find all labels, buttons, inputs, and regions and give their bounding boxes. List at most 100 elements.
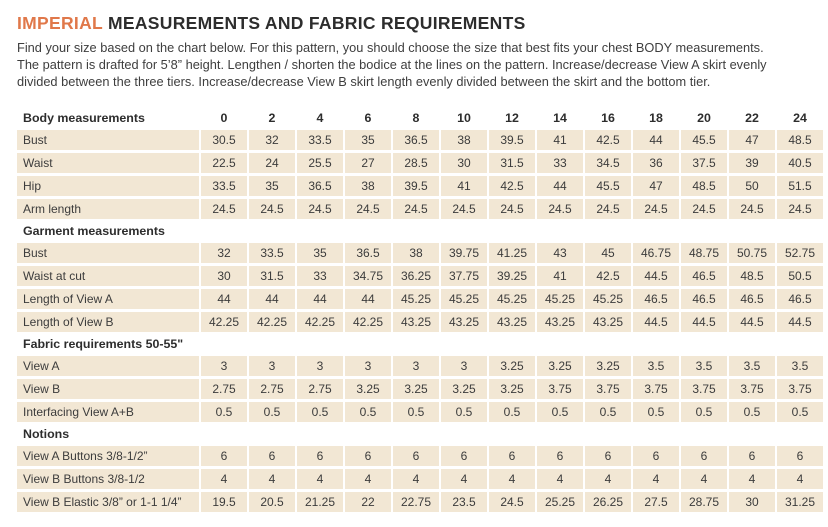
value-cell: 24.5: [441, 199, 487, 219]
value-cell: 6: [585, 446, 631, 466]
value-cell: 31.5: [249, 266, 295, 286]
row-label-cell: View A: [17, 356, 199, 376]
value-cell: 0.5: [489, 402, 535, 422]
value-cell: 4: [489, 469, 535, 489]
page: IMPERIAL MEASUREMENTS AND FABRIC REQUIREM…: [17, 12, 828, 512]
value-cell: 44: [297, 289, 343, 309]
value-cell: 3.5: [633, 356, 679, 376]
value-cell: 39.5: [393, 176, 439, 196]
value-cell: 33.5: [249, 243, 295, 263]
value-cell: 44: [201, 289, 247, 309]
value-cell: 0.5: [729, 402, 775, 422]
value-cell: 3.25: [345, 379, 391, 399]
value-cell: 4: [201, 469, 247, 489]
value-cell: 6: [393, 446, 439, 466]
value-cell: 6: [777, 446, 823, 466]
value-cell: 4: [681, 469, 727, 489]
value-cell: 34.5: [585, 153, 631, 173]
value-cell: 38: [393, 243, 439, 263]
value-cell: 45.25: [393, 289, 439, 309]
row-label-cell: View A Buttons 3/8-1/2”: [17, 446, 199, 466]
row-label-cell: View B: [17, 379, 199, 399]
value-cell: 4: [777, 469, 823, 489]
value-cell: 3.75: [633, 379, 679, 399]
value-cell: 45: [585, 243, 631, 263]
value-cell: 0.5: [297, 402, 343, 422]
value-cell: 32: [201, 243, 247, 263]
row-label-cell: Waist at cut: [17, 266, 199, 286]
value-cell: 40.5: [777, 153, 823, 173]
table-row: Bust 32 33.5 35 36.5 38 39.75 41.25 43 45 46.75 48.…: [17, 243, 823, 263]
table-row: Length of View A 44 44 44 44 45.25 45.25 45.25 4…: [17, 289, 823, 309]
value-cell: 45.25: [489, 289, 535, 309]
value-cell: 24.5: [297, 199, 343, 219]
row-label-cell: Arm length: [17, 199, 199, 219]
value-cell: 50.5: [777, 266, 823, 286]
table-row: View B Buttons 3/8-1/2 4 4 4 4 4 4 4 4 4 4 4 4 4: [17, 469, 823, 489]
value-cell: 21.25: [297, 492, 343, 512]
value-cell: 44: [345, 289, 391, 309]
value-cell: 4: [441, 469, 487, 489]
value-cell: 3.75: [537, 379, 583, 399]
value-cell: 22.5: [201, 153, 247, 173]
value-cell: 45.25: [585, 289, 631, 309]
value-cell: 3: [249, 356, 295, 376]
size-header-cell: 10: [441, 108, 487, 127]
value-cell: 36.5: [297, 176, 343, 196]
value-cell: 4: [729, 469, 775, 489]
value-cell: 6: [729, 446, 775, 466]
value-cell: 37.75: [441, 266, 487, 286]
value-cell: 23.5: [441, 492, 487, 512]
value-cell: 6: [441, 446, 487, 466]
value-cell: 44: [633, 130, 679, 150]
value-cell: 3.25: [489, 356, 535, 376]
value-cell: 22.75: [393, 492, 439, 512]
value-cell: 6: [633, 446, 679, 466]
value-cell: 45.5: [681, 130, 727, 150]
value-cell: 46.5: [729, 289, 775, 309]
value-cell: 4: [537, 469, 583, 489]
value-cell: 3: [393, 356, 439, 376]
value-cell: 47: [633, 176, 679, 196]
value-cell: 4: [345, 469, 391, 489]
value-cell: 36: [633, 153, 679, 173]
value-cell: 24.5: [489, 492, 535, 512]
value-cell: 24.5: [729, 199, 775, 219]
value-cell: 25.25: [537, 492, 583, 512]
page-title-rest: MEASUREMENTS AND FABRIC REQUIREMENTS: [108, 13, 526, 33]
page-title: IMPERIAL MEASUREMENTS AND FABRIC REQUIREM…: [17, 12, 828, 34]
intro-line: The pattern is drafted for 5’8” height. …: [17, 57, 767, 72]
value-cell: 39.5: [489, 130, 535, 150]
value-cell: 25.5: [297, 153, 343, 173]
value-cell: 43.25: [537, 312, 583, 332]
value-cell: 43.25: [393, 312, 439, 332]
table-row: Arm length 24.5 24.5 24.5 24.5 24.5 24.5 24.5 24…: [17, 199, 823, 219]
value-cell: 45.5: [585, 176, 631, 196]
value-cell: 4: [297, 469, 343, 489]
value-cell: 2.75: [297, 379, 343, 399]
table-row: View B 2.75 2.75 2.75 3.25 3.25 3.25 3.25 3.75 3.…: [17, 379, 823, 399]
section-heading: Fabric requirements 50-55": [17, 335, 823, 353]
value-cell: 44.5: [681, 312, 727, 332]
value-cell: 45.25: [537, 289, 583, 309]
value-cell: 2.75: [201, 379, 247, 399]
value-cell: 41: [537, 130, 583, 150]
value-cell: 50.75: [729, 243, 775, 263]
value-cell: 37.5: [681, 153, 727, 173]
size-header-cell: 0: [201, 108, 247, 127]
value-cell: 42.25: [297, 312, 343, 332]
value-cell: 0.5: [393, 402, 439, 422]
value-cell: 3.75: [777, 379, 823, 399]
size-header-cell: 16: [585, 108, 631, 127]
value-cell: 3: [345, 356, 391, 376]
value-cell: 3.75: [729, 379, 775, 399]
value-cell: 24.5: [345, 199, 391, 219]
value-cell: 6: [201, 446, 247, 466]
value-cell: 31.5: [489, 153, 535, 173]
value-cell: 0.5: [585, 402, 631, 422]
value-cell: 24.5: [585, 199, 631, 219]
value-cell: 42.5: [585, 266, 631, 286]
table-row: View A 3 3 3 3 3 3 3.25 3.25 3.25 3.5 3.5 3.5 3.5: [17, 356, 823, 376]
value-cell: 6: [489, 446, 535, 466]
row-label-cell: Length of View B: [17, 312, 199, 332]
